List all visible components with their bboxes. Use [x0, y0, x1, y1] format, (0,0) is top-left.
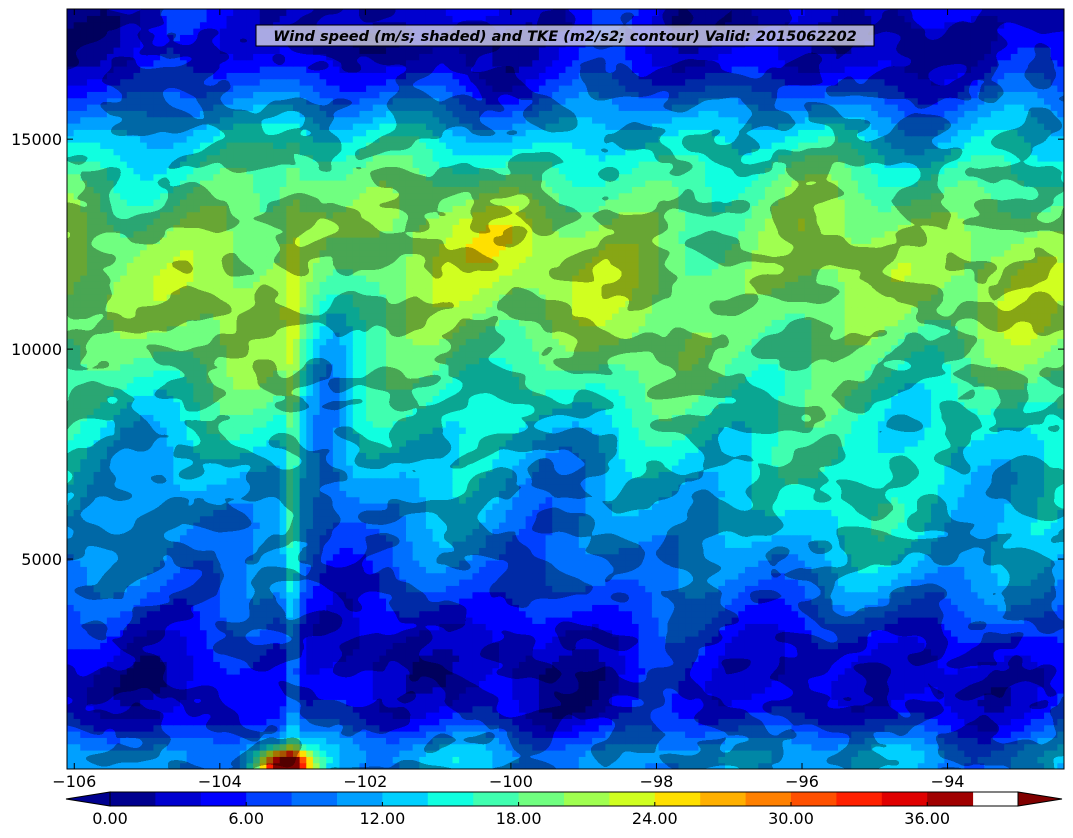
- wind-speed-field: [67, 9, 1064, 769]
- plot-area: [67, 9, 1064, 769]
